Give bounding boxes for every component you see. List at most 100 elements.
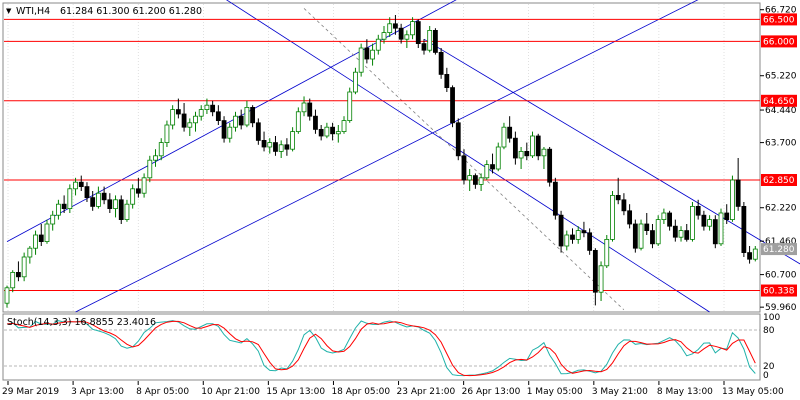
price-label: 66.720	[765, 6, 797, 16]
candle-body	[4, 287, 10, 304]
time-label: 8 Apr 05:00	[136, 387, 189, 397]
candle-body	[324, 126, 330, 137]
support-resistance-levels[interactable]	[4, 18, 760, 292]
candle-body	[130, 188, 136, 205]
current-price-box	[761, 243, 797, 256]
price-label: 63.700	[765, 139, 797, 149]
candle-body	[21, 256, 27, 278]
candle-body	[730, 179, 735, 220]
candle-body	[701, 214, 707, 227]
candle-body	[592, 249, 598, 293]
candle-body	[467, 175, 473, 181]
candle-body	[518, 150, 524, 159]
candle-body	[541, 148, 547, 157]
candle-body	[695, 205, 701, 216]
trend-channels[interactable]	[6, 0, 800, 313]
candle-body	[44, 223, 50, 243]
stochastic-signal-line	[6, 320, 756, 377]
stochastic-panel[interactable]	[2, 313, 761, 381]
candle-body	[204, 104, 210, 110]
candle-body	[50, 214, 56, 225]
candle-body	[38, 234, 44, 242]
candle-body	[95, 192, 101, 207]
candle-body	[33, 234, 38, 249]
candle-body	[370, 49, 375, 60]
time-label: 13 May 05:00	[722, 387, 784, 397]
candle-body	[587, 232, 593, 251]
time-label: 3 Apr 13:00	[71, 387, 124, 397]
candle-body	[644, 223, 650, 231]
candle-body	[598, 265, 604, 293]
level-label: 62.850	[763, 176, 795, 186]
price-label: 61.460	[765, 237, 797, 247]
candle-body	[187, 122, 193, 128]
candle-body	[672, 225, 678, 238]
candle-body	[444, 74, 450, 89]
candle-body	[364, 47, 370, 60]
candle-body	[627, 210, 633, 225]
time-label: 3 May 21:00	[592, 387, 648, 397]
candle-body	[450, 87, 455, 124]
candles	[4, 15, 758, 308]
candle-body	[535, 135, 541, 157]
candle-body	[90, 197, 96, 207]
candle-body	[747, 252, 752, 260]
candle-body	[84, 186, 90, 199]
candle-body	[358, 47, 364, 73]
candle-body	[547, 148, 553, 183]
candle-body	[193, 115, 198, 124]
candle-body	[181, 113, 187, 128]
ohlc-values: 61.284 61.300 61.200 61.280	[60, 6, 202, 17]
time-label: 29 Mar 2019	[2, 387, 59, 397]
candle-body	[170, 109, 176, 126]
candle-body	[221, 120, 227, 139]
candle-body	[570, 234, 575, 240]
candle-body	[512, 137, 518, 159]
level-label-box	[761, 284, 797, 297]
candle-body	[615, 194, 621, 201]
candle-body	[255, 122, 261, 141]
candle-body	[381, 32, 387, 40]
stochastic-scale-label: 100	[763, 313, 780, 323]
candle-body	[661, 212, 667, 220]
candle-body	[433, 29, 438, 53]
candle-body	[10, 271, 16, 289]
candle-body	[341, 120, 347, 132]
candle-body	[147, 159, 153, 179]
candle-body	[73, 181, 78, 190]
candle-body	[404, 34, 410, 40]
candle-body	[295, 111, 301, 133]
current-price-label: 61.280	[763, 245, 795, 255]
candle-body	[107, 199, 113, 210]
stochastic-scale-label: 0	[763, 371, 769, 381]
candle-body	[347, 91, 353, 122]
price-panel[interactable]	[2, 2, 761, 313]
level-label: 64.650	[763, 97, 795, 107]
ascending-channel-upper	[6, 0, 457, 242]
candle-body	[712, 219, 718, 245]
candle-body	[650, 230, 655, 245]
time-scale: 29 Mar 2019 3 Apr 13:00 8 Apr 05:00 10 Apr …	[2, 381, 784, 397]
candle-body	[455, 122, 461, 157]
candle-body	[575, 230, 581, 240]
collapse-glyph-icon[interactable]: ▼	[6, 7, 12, 15]
grid	[7, 4, 725, 312]
candle-body	[244, 107, 250, 126]
candle-body	[581, 230, 587, 234]
candle-body	[375, 38, 381, 51]
candle-body	[610, 194, 615, 240]
candle-body	[678, 230, 684, 238]
candle-body	[313, 115, 318, 130]
candle-body	[564, 234, 570, 247]
ascending-channel-lower	[75, 0, 699, 313]
candle-body	[707, 219, 712, 227]
candle-body	[233, 115, 238, 128]
candle-body	[667, 212, 673, 227]
candle-body	[284, 144, 290, 150]
candle-body	[427, 29, 433, 51]
price-label: 59.960	[765, 303, 797, 313]
candle-body	[353, 71, 358, 93]
candle-body	[632, 223, 638, 249]
candle-body	[398, 27, 404, 40]
